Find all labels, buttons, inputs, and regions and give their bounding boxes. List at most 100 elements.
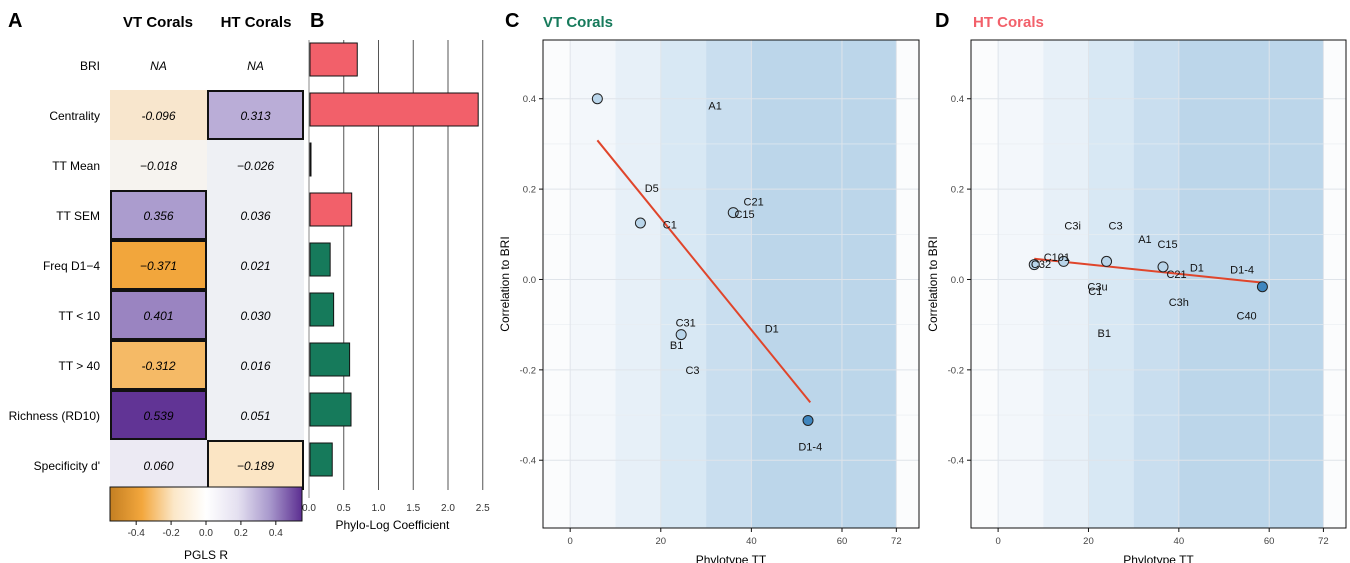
background-band (615, 40, 661, 528)
legend-title: PGLS R (184, 548, 228, 562)
point-label: C15 (734, 209, 754, 221)
background-band (1043, 40, 1089, 528)
x-tick-label: 2.5 (476, 503, 490, 514)
cell-value: 0.016 (240, 359, 270, 373)
point-label: C3i (1064, 220, 1081, 232)
data-point (802, 414, 814, 426)
color-legend: -0.4 -0.2 0.0 0.2 0.4 PGLS R (109, 486, 303, 562)
cell-value: 0.313 (240, 109, 270, 123)
point-label: C3 (1109, 220, 1123, 232)
highlight-border (110, 290, 207, 340)
y-tick-label: 0.4 (951, 94, 964, 105)
point-label: B1 (670, 340, 683, 352)
background-band (1133, 40, 1179, 528)
cell-value: 0.401 (143, 309, 173, 323)
plot-frame (542, 39, 920, 529)
y-tick-label: 0.2 (951, 185, 964, 196)
data-point (1256, 281, 1268, 293)
point-label: C3h (1169, 297, 1189, 309)
heatmap-cell (207, 340, 304, 390)
y-tick-label: -0.4 (520, 456, 536, 467)
highlight-border (207, 90, 304, 140)
heatmap-cell (207, 90, 304, 140)
panel-letter-a: A (8, 10, 22, 32)
point-label: C21 (1166, 269, 1186, 281)
x-tick-label: 20 (655, 536, 666, 547)
row-label: Richness (RD10) (9, 409, 100, 423)
heatmap-cell (207, 290, 304, 340)
data-point (1028, 259, 1040, 271)
cell-value: −0.026 (237, 159, 274, 173)
y-axis-label: Correlation to BRI (926, 236, 940, 331)
point-label: B1 (1098, 328, 1111, 340)
cell-value: NA (150, 59, 167, 73)
bar (309, 142, 312, 177)
highlight-border (110, 390, 207, 440)
x-tick-label: 40 (1174, 536, 1185, 547)
bar (309, 342, 351, 377)
panel-letter-b: B (310, 10, 324, 32)
legend-tick-label: 0.4 (269, 528, 283, 539)
highlight-border (110, 190, 207, 240)
point-label: C40 (1237, 311, 1257, 323)
legend-tick-label: -0.2 (162, 528, 180, 539)
row-label: TT > 40 (59, 359, 101, 373)
y-tick-label: 0.0 (951, 275, 964, 286)
cell-value: -0.312 (141, 359, 175, 373)
regression-line (1034, 257, 1263, 284)
cell-value: −0.371 (140, 259, 177, 273)
highlight-border (110, 340, 207, 390)
scatter-panel-ht: HT Corals -0.4 -0.2 0.0 0.2 0.4 0 20 40 60 72 Phylo… (926, 14, 1347, 563)
heatmap-cell (207, 190, 304, 240)
cell-value: −0.018 (140, 159, 177, 173)
x-axis-label: Phylotype TT (696, 553, 767, 563)
data-point (675, 329, 687, 341)
y-tick-label: 0.0 (523, 275, 536, 286)
x-tick-label: 1.0 (372, 503, 386, 514)
cell-value: 0.539 (143, 409, 173, 423)
scatter-panel-vt: VT Corals -0.4 -0.2 0.0 0.2 0.4 0 20 40 60 72 Phylo… (498, 14, 920, 563)
x-axis-label: Phylotype TT (1123, 553, 1194, 563)
legend-bar (109, 486, 303, 522)
point-label: A1 (708, 101, 721, 113)
row-label: Specificity d' (34, 459, 100, 473)
heatmap-cell (110, 440, 207, 490)
bar (309, 242, 331, 277)
legend-tick-label: 0.0 (199, 528, 213, 539)
heatmap-panel: VT Corals HT Corals BRI NA NA Centrality -0.… (9, 14, 304, 562)
bar (309, 92, 479, 127)
bar-chart-panel: 0.0 0.5 1.0 1.5 2.0 2.5 Phylo-Log Coefficient (302, 40, 490, 532)
x-tick-label: 0 (568, 536, 573, 547)
cell-value: 0.030 (240, 309, 270, 323)
point-label: C15 (1157, 239, 1177, 251)
heatmap-cell (207, 390, 304, 440)
point-label: C3 (685, 365, 699, 377)
heatmap-cell (110, 190, 207, 240)
cell-value: NA (247, 59, 264, 73)
legend-tick-label: -0.4 (128, 528, 146, 539)
heatmap-cell (110, 340, 207, 390)
x-tick-label: 40 (746, 536, 757, 547)
data-point (591, 93, 603, 105)
heatmap-cell (207, 440, 304, 490)
point-label: D1-4 (1230, 265, 1254, 277)
bar (309, 442, 333, 477)
x-tick-label: 0.0 (302, 503, 316, 514)
y-tick-label: -0.2 (520, 365, 536, 376)
heatmap-cell (110, 390, 207, 440)
highlight-border (110, 240, 207, 290)
row-label: TT < 10 (59, 309, 101, 323)
heatmap-cell (207, 140, 304, 190)
x-tick-label: 72 (891, 536, 902, 547)
data-point (634, 217, 646, 229)
x-tick-label: 60 (837, 536, 848, 547)
cell-value: 0.051 (240, 409, 270, 423)
point-label: C31 (676, 317, 696, 329)
row-label: TT SEM (56, 209, 100, 223)
point-label: D1 (1190, 262, 1204, 274)
point-label: D5 (645, 183, 659, 195)
panel-title: VT Corals (543, 14, 613, 31)
cell-value: 0.036 (240, 209, 270, 223)
data-point (1101, 255, 1113, 267)
